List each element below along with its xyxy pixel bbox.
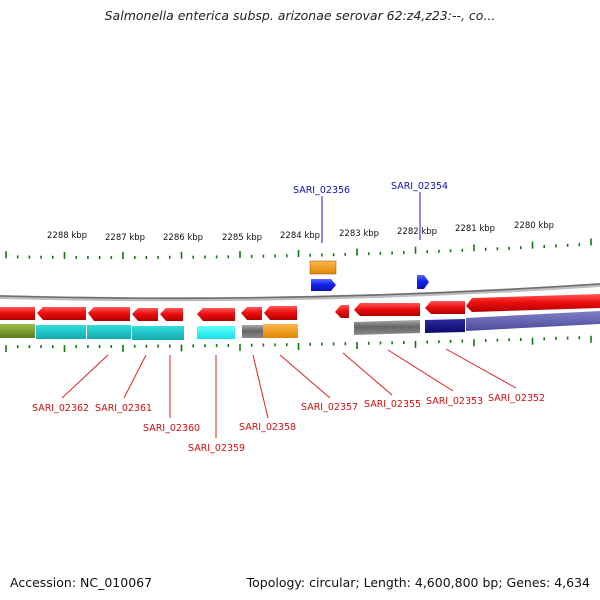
backbone-arc: [0, 283, 600, 302]
scale-label: 2285 kbp: [222, 233, 262, 243]
scale-label: 2281 kbp: [455, 224, 495, 234]
scale-ticks-top: [5, 238, 592, 259]
scale-label: 2288 kbp: [47, 231, 87, 241]
cog-band: [0, 311, 600, 340]
gene-label-sari-02355: SARI_02355: [364, 399, 421, 410]
orange-feature-top: [309, 260, 337, 275]
gene-label-sari-02356: SARI_02356: [293, 185, 350, 196]
top-lane-features: [309, 260, 429, 291]
gene-label-sari-02361: SARI_02361: [95, 403, 152, 414]
scale-label: 2282 kbp: [397, 227, 437, 237]
scale-labels: 2288 kbp 2287 kbp 2286 kbp 2285 kbp 2284…: [47, 221, 554, 243]
gene-label-sari-02353: SARI_02353: [426, 396, 483, 407]
topology-summary: Topology: circular; Length: 4,600,800 bp…: [246, 575, 590, 590]
gene-label-sari-02358: SARI_02358: [239, 422, 296, 433]
gene-label-sari-02360: SARI_02360: [143, 423, 200, 434]
scale-label: 2280 kbp: [514, 221, 554, 231]
scale-label: 2286 kbp: [163, 233, 203, 243]
scale-label: 2283 kbp: [339, 229, 379, 239]
map-title: Salmonella enterica subsp. arizonae sero…: [104, 8, 496, 23]
scale-label: 2284 kbp: [280, 231, 320, 241]
gene-label-sari-02362: SARI_02362: [32, 403, 89, 414]
bottom-gene-labels: [61, 348, 517, 438]
gene-label-sari-02359: SARI_02359: [188, 443, 245, 454]
reverse-genes: [0, 294, 600, 321]
gene-label-sari-02352: SARI_02352: [488, 393, 545, 404]
top-gene-labels: SARI_02356 SARI_02354: [293, 181, 448, 243]
gene-label-sari-02357: SARI_02357: [301, 402, 358, 413]
forward-gene-sari-02354: [417, 275, 429, 289]
forward-gene-sari-02356: [311, 279, 336, 291]
accession-text: Accession: NC_010067: [10, 575, 153, 590]
scale-label: 2287 kbp: [105, 233, 145, 243]
scale-ticks-bottom: [5, 335, 592, 353]
gene-label-sari-02354: SARI_02354: [391, 181, 448, 192]
